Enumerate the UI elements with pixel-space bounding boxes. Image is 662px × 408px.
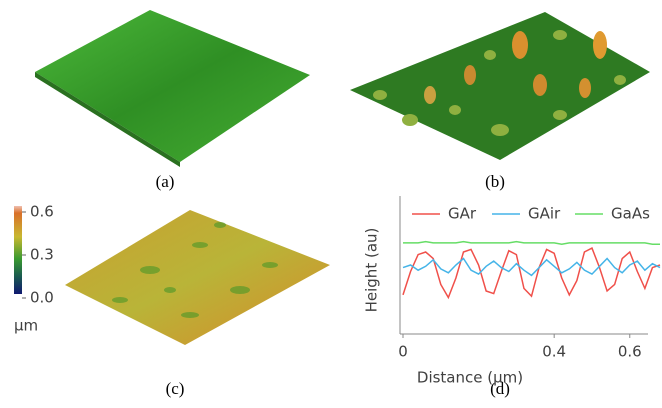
colorbar-tick-label: 0.0: [30, 289, 54, 307]
afm-surface-b: [350, 12, 650, 160]
y-axis-label: Height (au): [363, 228, 381, 313]
x-tick-label: 0: [398, 343, 408, 361]
caption: (a): [156, 172, 175, 191]
colorbar-tick-label: 0.3: [30, 246, 54, 264]
colorbar-tick-label: 0.6: [30, 203, 54, 221]
colorbar-unit: µm: [14, 317, 38, 335]
afm-surface-c: [65, 210, 330, 345]
caption: (b): [485, 172, 505, 191]
legend-label: GAir: [528, 205, 561, 223]
x-tick-label: 0.6: [618, 343, 642, 361]
legend-label: GaAs: [611, 205, 650, 223]
x-tick-label: 0.4: [542, 343, 566, 361]
legend-label: GAr: [448, 205, 477, 223]
afm-surface-a: [35, 10, 310, 162]
series-line: [403, 242, 660, 245]
colorbar: [14, 206, 22, 294]
figure: (a)(b)(c)(d)0.60.30.0µm00.40.6Distance (…: [0, 0, 662, 408]
x-axis-label: Distance (µm): [417, 369, 523, 387]
caption: (c): [166, 379, 185, 398]
